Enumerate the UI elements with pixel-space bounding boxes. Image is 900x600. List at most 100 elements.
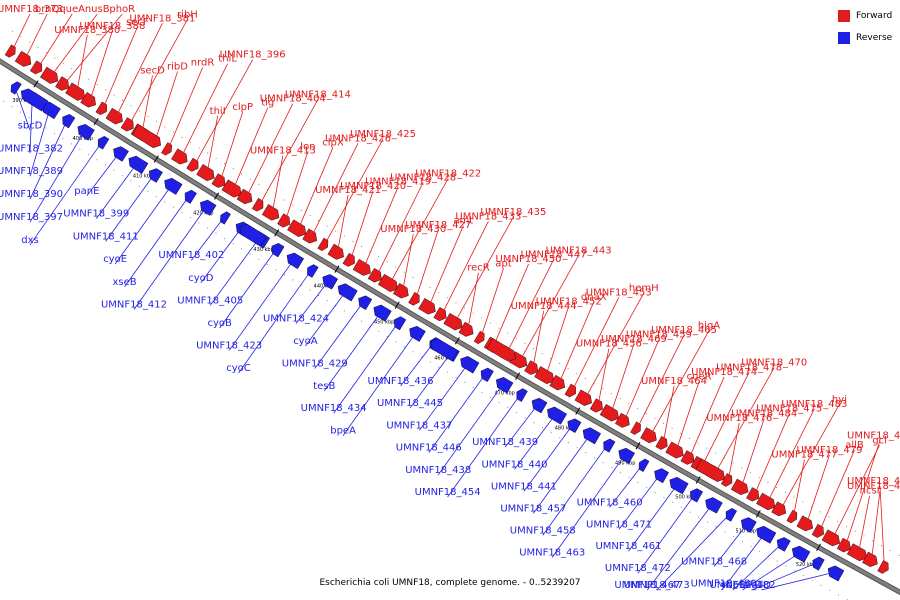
- forward-gene-label: UMNF18_388: [79, 21, 145, 32]
- genome-caption: Escherichia coli UMNF18, complete genome…: [319, 578, 581, 588]
- axis-tick-label: 500 kbp: [675, 495, 695, 501]
- reverse-gene-label: UMNF18_411: [73, 231, 139, 242]
- forward-gene-label-leader: [336, 194, 349, 254]
- forward-gene-label: hemH: [629, 283, 659, 294]
- forward-gene-label-leader: [597, 348, 610, 407]
- reverse-gene-label-leader: [133, 206, 207, 310]
- gene-reverse: [220, 211, 231, 225]
- reverse-gene-label-leader: [95, 163, 138, 219]
- forward-gene-label-leader: [180, 63, 228, 158]
- forward-gene-label-leader: [545, 306, 570, 377]
- gene-reverse: [373, 304, 392, 322]
- gene-reverse-large: [20, 88, 49, 112]
- reverse-gene-label: UMNF18_424: [263, 314, 329, 325]
- forward-gene-label: UMNF18_484: [731, 408, 797, 419]
- gene-reverse: [725, 508, 737, 522]
- gene-forward: [786, 509, 798, 524]
- reverse-gene-label-leader: [609, 464, 643, 508]
- reverse-gene-label-leader: [29, 130, 85, 223]
- reverse-swatch: [838, 31, 850, 44]
- forward-gene-label: secD: [140, 66, 165, 77]
- gene-forward: [599, 404, 619, 422]
- gene-reverse: [495, 377, 514, 394]
- reverse-gene-label: xseB: [112, 277, 136, 288]
- reverse-gene-label: UMNF18_472: [605, 563, 671, 574]
- forward-gene-label: UMNF18_421: [315, 185, 381, 196]
- gene-reverse-large: [430, 338, 459, 362]
- forward-gene-label: UMNF18_450: [496, 254, 562, 265]
- reverse-gene-label: UMNF18_437: [386, 420, 452, 431]
- reverse-gene-label-leader: [618, 474, 661, 530]
- gene-forward: [473, 330, 485, 345]
- reverse-gene-label: cyoD: [188, 273, 214, 284]
- forward-gene-label-leader: [688, 376, 725, 459]
- forward-gene-label: brnQ: [35, 4, 60, 15]
- gene-forward: [524, 360, 539, 375]
- gene-reverse: [128, 155, 149, 174]
- forward-gene-label: UMNF18_465: [651, 325, 717, 336]
- reverse-gene-label-leader: [200, 227, 242, 284]
- reverse-gene-label: UMNF18_389: [0, 166, 63, 177]
- reverse-gene-label: UMNF18_463: [519, 547, 585, 558]
- forward-gene-label: UMNF18_475: [756, 404, 822, 415]
- gene-forward: [65, 82, 86, 101]
- forward-gene-label: UMNF18_404: [260, 94, 326, 105]
- reverse-gene-label: UMNF18_438: [405, 465, 471, 476]
- reverse-gene-label: cyoA: [293, 336, 318, 347]
- gene-forward: [277, 213, 291, 228]
- forward-gene-label-leader: [245, 103, 294, 198]
- axis-tick-label: 480 kbp: [555, 426, 575, 432]
- gene-reverse: [791, 545, 811, 563]
- forward-gene-label-leader: [141, 75, 153, 134]
- reverse-gene-label: dxs: [21, 235, 38, 246]
- forward-gene-label-leader: [662, 385, 675, 444]
- gene-forward: [221, 179, 242, 198]
- forward-gene-label-leader: [362, 186, 399, 269]
- reverse-gene-label: tesB: [313, 381, 335, 392]
- forward-gene-label: phoR: [109, 4, 135, 15]
- forward-gene-label-leader: [792, 459, 805, 518]
- axis-tick: [454, 337, 460, 345]
- gene-forward: [29, 60, 43, 75]
- forward-gene-label-leader: [389, 178, 449, 285]
- forward-gene-label-leader: [50, 13, 98, 77]
- gene-reverse: [480, 367, 494, 382]
- forward-gene-label-leader: [714, 367, 775, 474]
- gene-forward: [95, 101, 107, 116]
- forward-gene-label-leader: [89, 30, 113, 102]
- reverse-gene-label: UMNF18_441: [491, 481, 557, 492]
- reverse-gene-label-leader: [29, 141, 103, 246]
- forward-gene-label: lon: [300, 142, 315, 153]
- reverse-gene-label: UMNF18_457: [500, 503, 566, 514]
- forward-gene-label-leader: [167, 67, 203, 150]
- gene-forward: [196, 164, 215, 182]
- axis-tick-label: 400 kbp: [73, 136, 93, 142]
- forward-gene-label: UMNF18_413: [250, 146, 316, 157]
- reverse-gene-label: UMNF18_405: [177, 295, 243, 306]
- forward-gene-label-leader: [675, 381, 700, 452]
- reverse-gene-label-leader: [628, 484, 678, 552]
- axis-tick: [816, 543, 821, 552]
- forward-gene-label-leader: [649, 330, 710, 437]
- forward-gene-label-leader: [740, 418, 765, 489]
- axis-tick: [93, 117, 99, 126]
- reverse-gene-label: UMNF18_473: [624, 580, 690, 591]
- forward-gene-label: tig: [261, 98, 274, 109]
- forward-gene-label: UMNF18_453: [586, 288, 652, 299]
- reverse-gene-label: UMNF18_440: [481, 459, 547, 470]
- gene-reverse: [271, 243, 285, 258]
- forward-gene-label: UMNF18_373: [0, 4, 63, 15]
- reverse-gene-label-leader: [647, 503, 713, 591]
- axis-tick-label: 470 kbp: [494, 391, 514, 397]
- reverse-gene-label: UMNF18_446: [396, 443, 462, 454]
- forward-gene-label: hyi: [832, 394, 847, 405]
- forward-gene-label: UMNF18_447: [521, 250, 587, 261]
- reverse-gene-label-leader: [409, 353, 452, 409]
- reverse-gene-label-leader: [533, 434, 591, 514]
- reverse-gene-label-leader: [761, 571, 835, 591]
- forward-gene-label-leader: [441, 221, 489, 316]
- forward-gene-label: nrdR: [191, 58, 215, 69]
- axis-tick: [575, 407, 581, 415]
- gene-reverse: [705, 497, 723, 514]
